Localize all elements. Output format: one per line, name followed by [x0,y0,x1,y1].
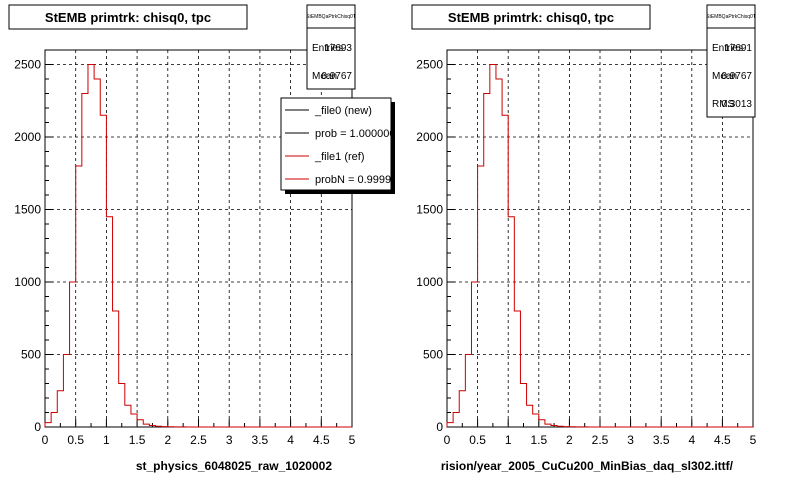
y-tick-label: 0 [34,420,41,434]
x-tick-label: 0.5 [469,433,486,447]
y-tick-label: 2000 [416,130,443,144]
stats-mean-label: Mean [312,71,337,82]
y-tick-label: 1000 [416,275,443,289]
x-tick-label: 1.5 [530,433,547,447]
legend-frame [280,97,392,191]
title-box [411,4,651,30]
x-tick-label: 2 [164,433,171,447]
y-tick-label: 1500 [416,203,443,217]
x-tick-label: 4 [688,433,695,447]
stats-mean-value: 0.9767 [321,71,352,82]
legend-entry-label: probN = 0.999961 [315,174,403,186]
stats-box-frame [706,4,756,118]
x-tick-label: 1 [103,433,110,447]
x-tick-label: 2.5 [592,433,609,447]
stats-mean-label: Mean [712,71,737,82]
x-tick-label: 1.5 [129,433,146,447]
legend-box: _file0 (new) prob = 1.000000 _file1 (ref) p… [280,97,403,194]
chart-title: StEMB primtrk: chisq0, tpc [448,10,614,25]
y-tick-label: 500 [21,348,41,362]
title-box [8,4,248,30]
legend-entry-label: _file0 (new) [314,105,372,117]
chart-title: StEMB primtrk: chisq0, tpc [45,10,211,25]
x-tick-label: 1 [505,433,512,447]
stats-entries-label: Entries [312,43,343,54]
x-tick-label: 2 [566,433,573,447]
stats-entries-value: 17693 [324,43,352,54]
stats-box-name: StEMBQaPtrkChisq0T [706,14,756,20]
histogram-series-line [446,64,753,428]
x-axis-label: st_physics_6048025_raw_1020002 [136,459,332,473]
stats-rms-label: RMS [712,99,735,110]
stats-entries-label: Entries [712,43,743,54]
x-tick-label: 0.5 [67,433,84,447]
x-tick-label: 4.5 [714,433,731,447]
legend-entries: _file0 (new) prob = 1.000000 _file1 (ref) p… [285,105,403,186]
histogram-series-line [44,64,352,428]
x-tick-label: 4.5 [313,433,330,447]
y-tick-label: 2500 [14,58,41,72]
y-tick-label: 500 [423,348,443,362]
x-tick-label: 3 [226,433,233,447]
stats-rms-value: 0.3013 [721,99,752,110]
chart-panel-2: 0 0.5 1 1.5 2 2.5 3 3.5 4 4.5 5 0 500 1000 1500 2000 250… [411,4,757,473]
x-axis-label: rision/year_2005_CuCu200_MinBias_daq_sl3… [441,459,734,473]
legend-entry-label: _file1 (ref) [314,151,365,163]
x-tick-label: 3.5 [252,433,269,447]
legend-entry-label: prob = 1.000000 [315,128,395,140]
stats-mean-value: 0.9767 [721,71,752,82]
x-tick-label: 5 [349,433,356,447]
x-tick-label: 5 [750,433,757,447]
x-tick-label: 0 [444,433,451,447]
x-tick-label: 4 [287,433,294,447]
stats-entries-value: 17691 [724,43,752,54]
x-tick-label: 2.5 [190,433,207,447]
y-tick-label: 2500 [416,58,443,72]
y-tick-label: 2000 [14,130,41,144]
stats-box-name: StEMBQaPtrkChisq0T [306,14,356,20]
y-tick-label: 0 [436,420,443,434]
stats-box-frame [306,4,356,90]
y-tick-label: 1000 [14,275,41,289]
y-tick-label: 1500 [14,203,41,217]
x-tick-label: 3 [627,433,634,447]
chart-panel-1: 0 0.5 1 1.5 2 2.5 3 3.5 4 4.5 5 0 500 1000 1500 2000 250… [8,4,403,473]
x-tick-label: 0 [42,433,49,447]
x-tick-label: 3.5 [653,433,670,447]
